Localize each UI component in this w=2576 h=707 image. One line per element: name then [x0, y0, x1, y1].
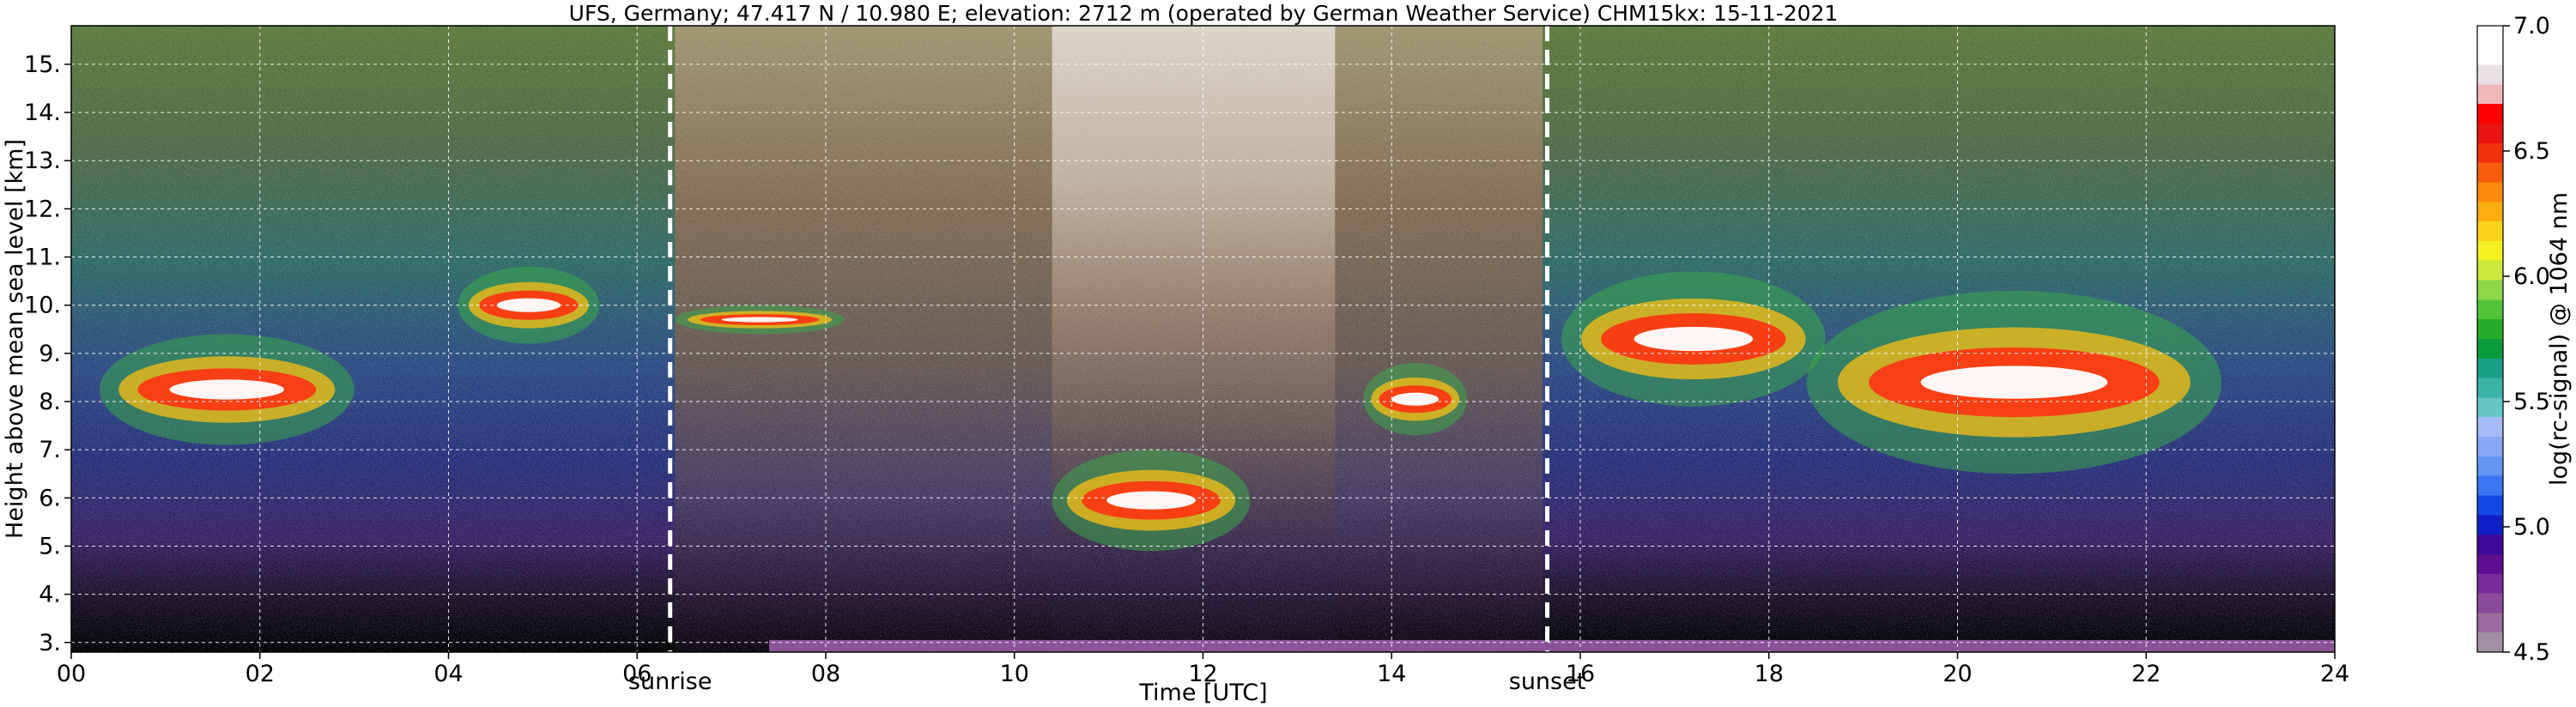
- colorbar-tick-label: 7.0: [2513, 13, 2550, 39]
- colorbar-tick-label: 5.5: [2513, 389, 2550, 415]
- x-tick-label: 04: [433, 661, 463, 687]
- near-ground-band: [769, 639, 2335, 652]
- y-tick-label: 15.: [24, 51, 61, 78]
- x-axis: 00 02 04 06 08 10 12 14 16 18 20 22 24: [57, 652, 2349, 687]
- colorbar-tick-label: 6.0: [2513, 263, 2550, 290]
- y-tick-label: 13.: [24, 148, 61, 174]
- cloud-layer: [1806, 290, 2222, 474]
- x-tick-label: 08: [811, 661, 840, 687]
- colorbar-label: log(rc-signal) @ 1064 nm: [2546, 192, 2573, 486]
- x-axis-label: Time [UTC]: [1138, 680, 1267, 706]
- x-tick-label: 06: [622, 661, 652, 687]
- cloud-layer: [458, 266, 600, 344]
- chart-title: UFS, Germany; 47.417 N / 10.980 E; eleva…: [569, 1, 1839, 26]
- sun-marker-labels: sunrise sunset: [628, 668, 1585, 695]
- cloud-layer: [1363, 363, 1468, 436]
- x-tick-label: 16: [1566, 661, 1595, 687]
- x-tick-label: 20: [1943, 661, 1972, 687]
- y-tick-label: 7.: [39, 437, 61, 463]
- colorbar-tick-label: 6.5: [2513, 138, 2550, 165]
- x-tick-label: 14: [1377, 661, 1406, 687]
- colorbar-ticks: 4.5 5.0 5.5 6.0 6.5 7.0: [2503, 13, 2550, 666]
- y-tick-label: 4.: [39, 582, 61, 608]
- colorbar: 4.5 5.0 5.5 6.0 6.5 7.0 log(rc-signal) @ 1064…: [2476, 13, 2573, 666]
- x-tick-label: 02: [245, 661, 275, 687]
- cloud-layer: [99, 334, 355, 445]
- sunset-label: sunset: [1509, 668, 1586, 695]
- colorbar-tick-label: 4.5: [2513, 639, 2550, 666]
- sun-markers: [668, 26, 1550, 652]
- cloud-layer: [1561, 271, 1826, 407]
- y-tick-label: 10.: [24, 293, 61, 319]
- cloud-layers: [99, 266, 2222, 552]
- grid: [71, 26, 2335, 652]
- x-tick-label: 10: [1000, 661, 1029, 687]
- x-tick-label: 00: [57, 661, 86, 687]
- colorbar-tick-label: 5.0: [2513, 514, 2550, 541]
- sunrise-label: sunrise: [628, 668, 712, 695]
- y-axis-label: Height above mean sea level [km]: [2, 139, 28, 539]
- x-tick-label: 22: [2131, 661, 2161, 687]
- y-tick-label: 6.: [39, 485, 61, 511]
- y-tick-label: 12.: [24, 196, 61, 222]
- y-tick-label: 11.: [24, 245, 61, 271]
- cloud-layer: [1052, 450, 1251, 552]
- y-tick-label: 14.: [24, 100, 61, 126]
- y-tick-label: 3.: [39, 630, 61, 656]
- y-tick-label: 8.: [39, 389, 61, 415]
- y-tick-label: 5.: [39, 533, 61, 559]
- x-tick-label: 18: [1755, 661, 1784, 687]
- plot-area: [71, 26, 2335, 652]
- y-tick-label: 9.: [39, 341, 61, 367]
- cloud-layer: [675, 305, 845, 335]
- x-tick-label: 12: [1188, 661, 1217, 687]
- x-tick-label: 24: [2320, 661, 2349, 687]
- colorbar-scale: [2476, 25, 2504, 653]
- y-axis: 3. 4. 5. 6. 7. 8. 9. 10. 11. 12. 13. 14. 15.: [24, 51, 71, 656]
